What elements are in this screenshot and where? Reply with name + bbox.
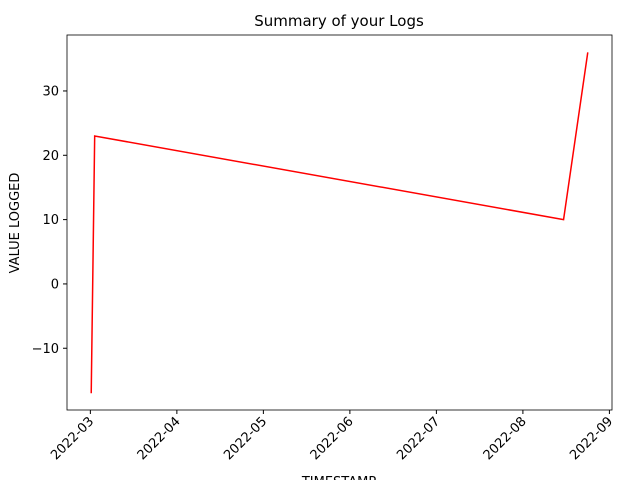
x-tick-label: 2022-07	[394, 414, 443, 463]
y-tick-label: 0	[51, 277, 59, 292]
x-tick-label: 2022-09	[567, 414, 616, 463]
x-tick-label: 2022-03	[48, 414, 97, 463]
y-tick-label: −10	[32, 342, 59, 357]
x-tick-label: 2022-05	[221, 414, 270, 463]
y-axis-label: VALUE LOGGED	[8, 173, 23, 274]
x-tick-label: 2022-04	[135, 414, 184, 463]
x-tick-label: 2022-06	[308, 414, 357, 463]
chart-title: Summary of your Logs	[254, 12, 424, 30]
y-tick-label: 20	[42, 149, 59, 164]
y-tick-label: 30	[42, 84, 59, 99]
line	[90, 52, 589, 394]
y-tick-label: 10	[42, 213, 59, 228]
plot-frame	[66, 34, 613, 411]
x-tick-label: 2022-08	[481, 414, 530, 463]
x-axis-label: TIMESTAMP	[301, 475, 376, 480]
